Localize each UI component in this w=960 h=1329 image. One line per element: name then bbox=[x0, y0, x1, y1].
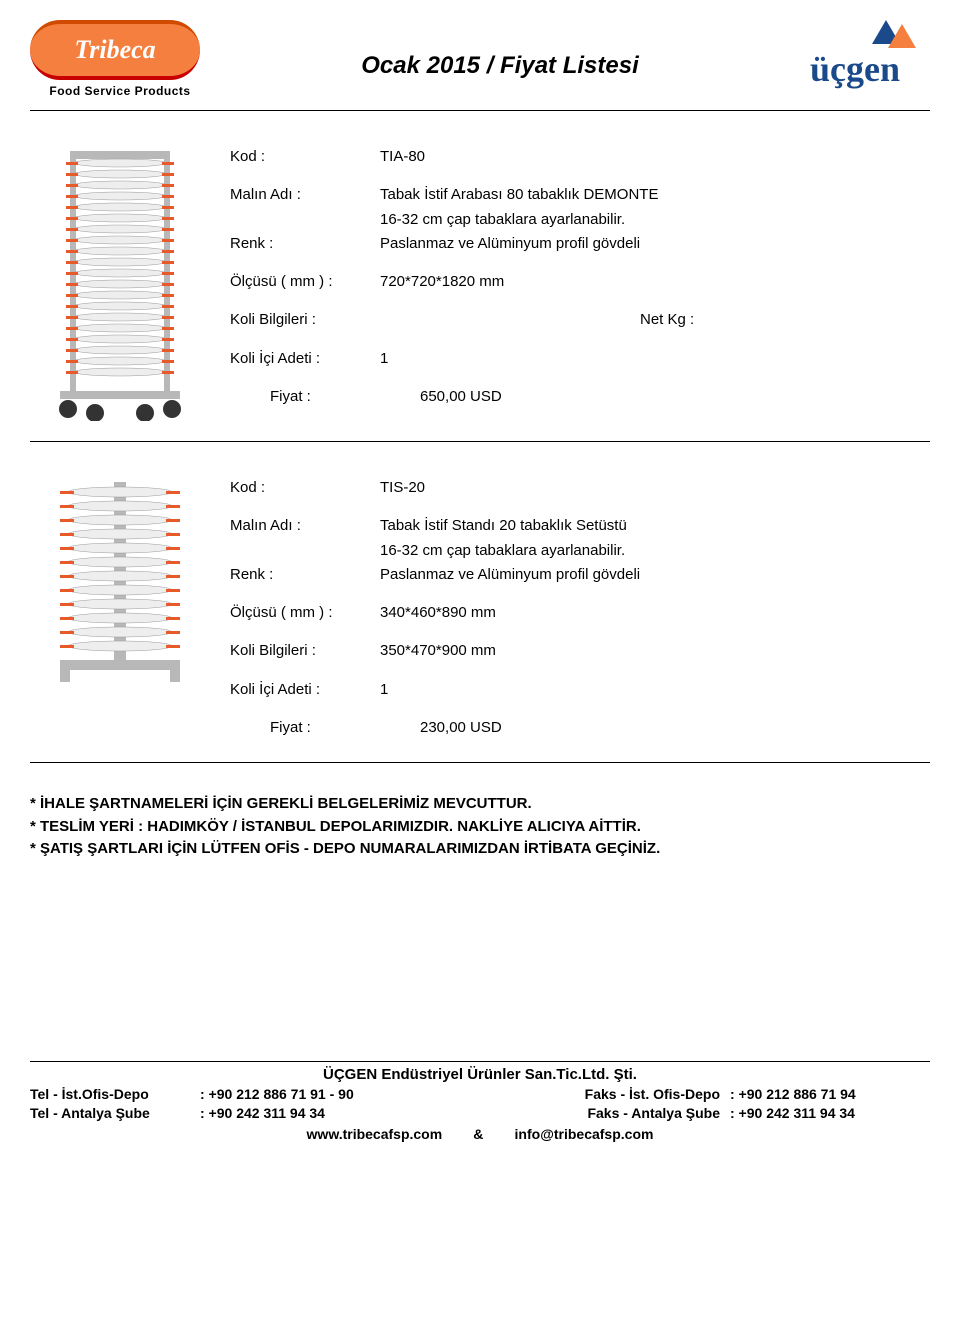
footer-fax-ist-value: : +90 212 886 71 94 bbox=[730, 1085, 930, 1105]
label-renk: Renk : bbox=[230, 565, 380, 585]
logo-left: Tribeca Food Service Products bbox=[30, 20, 210, 98]
label-malin-adi: Malın Adı : bbox=[230, 185, 380, 205]
value-olcusu: 340*460*890 mm bbox=[380, 603, 930, 623]
ucgen-logo: üçgen bbox=[790, 20, 920, 100]
triangle-icon bbox=[888, 24, 916, 48]
value-kod: TIS-20 bbox=[380, 478, 930, 498]
footer-tel-ist-value: : +90 212 886 71 91 - 90 bbox=[200, 1085, 430, 1105]
label-olcusu: Ölçüsü ( mm ) : bbox=[230, 603, 380, 623]
divider bbox=[30, 441, 930, 442]
product-image bbox=[30, 141, 210, 421]
page-header: Tribeca Food Service Products Ocak 2015 … bbox=[30, 20, 930, 100]
product-block: Kod : TIS-20 Malın Adı : Tabak İstif Sta… bbox=[30, 472, 930, 742]
product-image bbox=[30, 472, 210, 692]
page-title-wrap: Ocak 2015 / Fiyat Listesi bbox=[210, 20, 790, 80]
plate-cart-icon bbox=[40, 141, 200, 421]
label-fiyat: Fiyat : bbox=[270, 387, 420, 407]
tribeca-subtitle: Food Service Products bbox=[30, 84, 210, 98]
label-renk: Renk : bbox=[230, 234, 380, 254]
tribeca-logo-text: Tribeca bbox=[74, 35, 155, 65]
product-block: Kod : TIA-80 Malın Adı : Tabak İstif Ara… bbox=[30, 141, 930, 421]
label-kod: Kod : bbox=[230, 478, 380, 498]
footer-tel-ist-label: Tel - İst.Ofis-Depo bbox=[30, 1085, 200, 1105]
divider bbox=[30, 110, 930, 111]
label-koli-bilgileri: Koli Bilgileri : bbox=[230, 310, 380, 330]
footer-fax-ant-value: : +90 242 311 94 34 bbox=[730, 1104, 930, 1124]
tribeca-logo: Tribeca bbox=[30, 20, 200, 80]
value-fiyat: 230,00 USD bbox=[420, 718, 930, 738]
footer-fax-ist-label: Faks - İst. Ofis-Depo bbox=[430, 1085, 730, 1105]
value-renk: Paslanmaz ve Alüminyum profil gövdeli bbox=[380, 234, 930, 254]
footer-fax-ant-label: Faks - Antalya Şube bbox=[430, 1104, 730, 1124]
divider bbox=[30, 1061, 930, 1062]
footer-tel-ant-label: Tel - Antalya Şube bbox=[30, 1104, 200, 1124]
note-line: * ŞATIŞ ŞARTLARI İÇİN LÜTFEN OFİS - DEPO… bbox=[30, 838, 930, 861]
label-koli-ici: Koli İçi Adeti : bbox=[230, 680, 380, 700]
value-malin-adi-2: 16-32 cm çap tabaklara ayarlanabilir. bbox=[380, 541, 625, 561]
value-koli-ici: 1 bbox=[380, 349, 930, 369]
value-malin-adi: Tabak İstif Standı 20 tabaklık Setüstü bbox=[380, 516, 930, 536]
value-kod: TIA-80 bbox=[380, 147, 930, 167]
value-koli-ici: 1 bbox=[380, 680, 930, 700]
label-malin-adi: Malın Adı : bbox=[230, 516, 380, 536]
value-koli-bilgileri: 350*470*900 mm bbox=[380, 641, 930, 661]
label-olcusu: Ölçüsü ( mm ) : bbox=[230, 272, 380, 292]
note-line: * İHALE ŞARTNAMELERİ İÇİN GEREKLİ BELGEL… bbox=[30, 793, 930, 816]
footer-web-left: www.tribecafsp.com bbox=[307, 1126, 443, 1142]
page-footer: ÜÇGEN Endüstriyel Ürünler San.Tic.Ltd. Ş… bbox=[30, 1061, 930, 1142]
value-renk: Paslanmaz ve Alüminyum profil gövdeli bbox=[380, 565, 930, 585]
page-title: Ocak 2015 / Fiyat Listesi bbox=[210, 52, 790, 80]
value-fiyat: 650,00 USD bbox=[420, 387, 930, 407]
footer-web-sep: & bbox=[473, 1126, 483, 1142]
label-kod: Kod : bbox=[230, 147, 380, 167]
notes-block: * İHALE ŞARTNAMELERİ İÇİN GEREKLİ BELGEL… bbox=[30, 793, 930, 861]
value-malin-adi: Tabak İstif Arabası 80 tabaklık DEMONTE bbox=[380, 185, 930, 205]
label-koli-bilgileri: Koli Bilgileri : bbox=[230, 641, 380, 661]
plate-stand-icon bbox=[40, 472, 200, 692]
product-details: Kod : TIA-80 Malın Adı : Tabak İstif Ara… bbox=[230, 141, 930, 411]
value-malin-adi-2: 16-32 cm çap tabaklara ayarlanabilir. bbox=[380, 210, 625, 230]
divider bbox=[30, 762, 930, 763]
footer-tel-ant-value: : +90 242 311 94 34 bbox=[200, 1104, 430, 1124]
footer-contacts: Tel - İst.Ofis-Depo : +90 212 886 71 91 … bbox=[30, 1085, 930, 1124]
note-line: * TESLİM YERİ : HADIMKÖY / İSTANBUL DEPO… bbox=[30, 816, 930, 839]
value-olcusu: 720*720*1820 mm bbox=[380, 272, 930, 292]
label-fiyat: Fiyat : bbox=[270, 718, 420, 738]
label-net-kg: Net Kg : bbox=[640, 310, 694, 330]
footer-web-right: info@tribecafsp.com bbox=[515, 1126, 654, 1142]
footer-company: ÜÇGEN Endüstriyel Ürünler San.Tic.Ltd. Ş… bbox=[30, 1066, 930, 1083]
footer-web: www.tribecafsp.com & info@tribecafsp.com bbox=[30, 1126, 930, 1142]
label-koli-ici: Koli İçi Adeti : bbox=[230, 349, 380, 369]
logo-right: üçgen bbox=[790, 20, 930, 100]
product-details: Kod : TIS-20 Malın Adı : Tabak İstif Sta… bbox=[230, 472, 930, 742]
